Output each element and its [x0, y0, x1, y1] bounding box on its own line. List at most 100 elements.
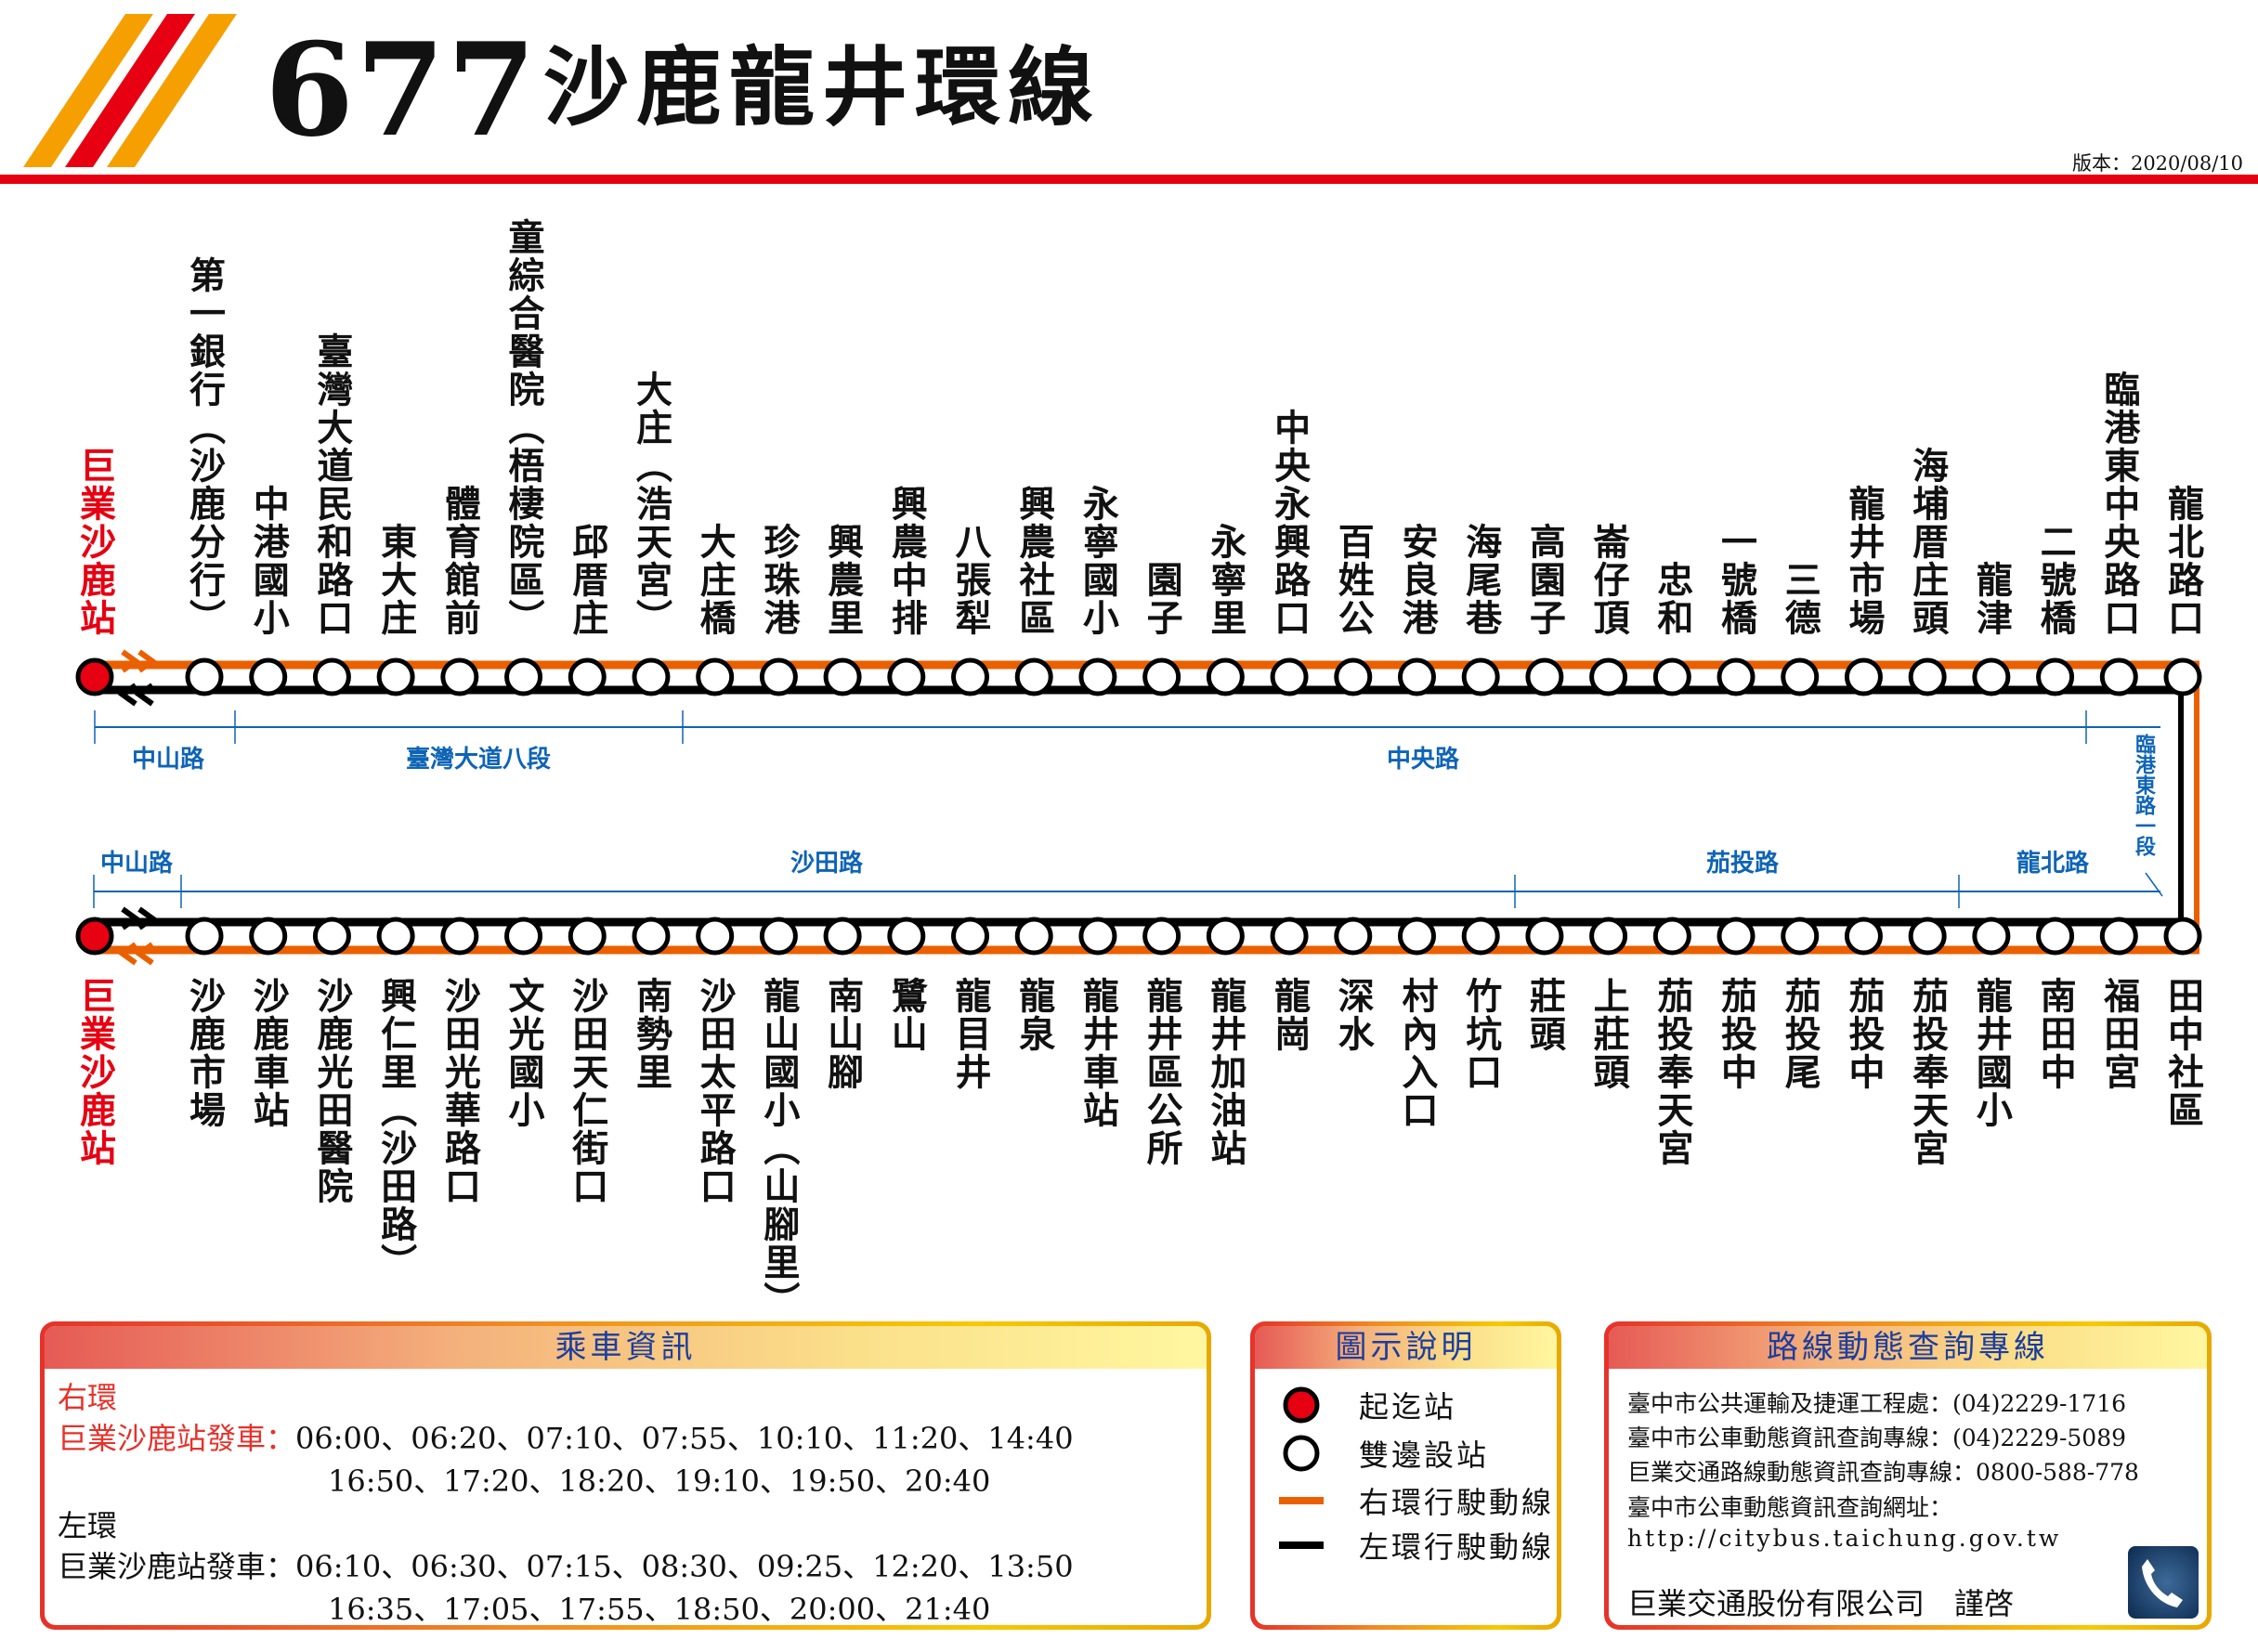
stop-marker [887, 917, 926, 956]
station-label-return: 福田宮 [2097, 977, 2140, 1091]
chevron-left-icon [117, 683, 137, 707]
stop-marker [1461, 917, 1500, 956]
station-label-outbound: 大庄橋 [694, 523, 737, 637]
info-title: 路線動態查詢專線 [1609, 1326, 2207, 1369]
station-label-return: 興仁里（沙田路） [374, 977, 417, 1281]
station-label-return: 村內入口 [1395, 977, 1438, 1129]
stop-marker [1525, 657, 1564, 696]
station-label-outbound: 中央永興路口 [1268, 409, 1311, 637]
station-label-return: 沙田太平路口 [694, 977, 737, 1205]
station-label-return: 龍目井 [949, 977, 992, 1091]
station-label-outbound: 崙仔頂 [1587, 523, 1630, 637]
right-times-2: 16:50、17:20、18:20、19:10、19:50、20:40 [328, 1463, 991, 1499]
stop-marker [1078, 657, 1117, 696]
chevron-left-icon [117, 942, 137, 966]
station-label-outbound: 童綜合醫院（梧棲院區） [503, 218, 545, 637]
stop-marker [568, 657, 607, 696]
stop-marker [759, 657, 798, 696]
version-label: 版本：2020/08/10 [2071, 152, 2243, 175]
stop-marker [2163, 917, 2202, 956]
station-label-return: 沙田天仁街口 [566, 977, 608, 1205]
stop-marker [1014, 657, 1053, 696]
schedule-title: 乘車資訊 [45, 1326, 1207, 1369]
stop-marker [1525, 917, 1564, 956]
chevron-left-icon [134, 942, 154, 966]
phone-icon [2128, 1546, 2199, 1619]
stop-marker [1334, 657, 1373, 696]
legend-panel: 圖示說明 起迄站 雙邊設站 右環行駛動線 左環行駛動線 [1250, 1321, 1561, 1630]
station-label-outbound: 東大庄 [374, 523, 417, 637]
info-line-1: 臺中市公共運輸及捷運工程處：(04)2229-1716 [1627, 1390, 2127, 1417]
station-label-outbound: 第一銀行（沙鹿分行） [183, 256, 226, 637]
website-link[interactable]: http://citybus.taichung.gov.tw [1627, 1525, 2062, 1552]
stop-marker [1908, 657, 1947, 696]
station-label-return: 文光國小 [503, 977, 545, 1129]
stop-marker [1716, 917, 1755, 956]
station-label-outbound: 忠和 [1651, 561, 1693, 637]
right-loop-label: 右環 [58, 1380, 118, 1415]
stop-marker [2099, 657, 2138, 696]
stop-marker [185, 657, 224, 696]
road-label-side: 臨港東路一段 [2132, 734, 2155, 856]
stop-marker [312, 657, 351, 696]
road-label: 沙田路 [790, 850, 864, 878]
chevron-right-icon [121, 906, 141, 930]
right-loop-line-icon [1279, 1497, 1324, 1504]
station-label-outbound: 二號橋 [2034, 523, 2077, 637]
stop-marker [1844, 917, 1883, 956]
stop-marker [249, 917, 288, 956]
stop-marker [951, 917, 990, 956]
stop-marker [1972, 657, 2011, 696]
road-corner [2145, 872, 2163, 897]
station-label-outbound: 興農社區 [1012, 485, 1055, 637]
road-label: 龍北路 [2016, 850, 2090, 878]
info-line-2: 臺中市公車動態資訊查詢專線：(04)2229-5089 [1627, 1424, 2127, 1451]
stop-marker [1589, 657, 1628, 696]
chevron-left-icon [134, 683, 154, 707]
station-label-return: 茄投尾 [1779, 977, 1821, 1091]
stop-marker [568, 917, 607, 956]
stop-marker [1589, 917, 1628, 956]
station-label-outbound: 園子 [1141, 561, 1183, 637]
station-label-outbound: 臺灣大道民和路口 [310, 332, 353, 637]
station-label-return: 龍崗 [1268, 977, 1311, 1053]
station-label-return: 龍泉 [1012, 977, 1055, 1053]
stop-marker [1844, 657, 1883, 696]
stop-marker [1716, 657, 1755, 696]
right-times-1: 06:00、06:20、07:10、07:55、10:10、11:20、14:4… [295, 1421, 1074, 1456]
station-label-return: 沙鹿光田醫院 [310, 977, 353, 1205]
station-label-outbound: 海埔厝庄頭 [1906, 447, 1949, 637]
stop-marker [1078, 917, 1117, 956]
stop-marker [1397, 917, 1436, 956]
stop-marker [1652, 657, 1691, 696]
station-label-outbound: 興農里 [821, 523, 864, 637]
chevron-right-icon [137, 649, 158, 673]
stop-marker [823, 657, 862, 696]
route-name: 沙鹿龍井環線 [543, 37, 1102, 137]
legend-both-sides: 雙邊設站 [1359, 1437, 1490, 1473]
station-label-return: 沙田光華路口 [438, 977, 481, 1205]
stop-marker [632, 917, 671, 956]
station-label-return: 上莊頭 [1587, 977, 1630, 1091]
station-label-return: 竹坑口 [1459, 977, 1502, 1091]
station-label-outbound: 興農中排 [885, 485, 928, 637]
station-label-return: 龍井區公所 [1141, 977, 1183, 1167]
stop-marker [440, 657, 479, 696]
left-depart-label: 巨業沙鹿站發車： [58, 1549, 296, 1584]
station-label-return: 龍山國小（山腳里） [757, 977, 800, 1320]
stop-marker [376, 917, 415, 956]
station-label-outbound: 高園子 [1523, 523, 1566, 637]
stop-marker [1397, 657, 1436, 696]
station-label-outbound: 永寧國小 [1077, 485, 1119, 637]
station-label-outbound: 海尾巷 [1459, 523, 1502, 637]
stop-marker [1908, 917, 1947, 956]
station-label-outbound: 三德 [1779, 561, 1821, 637]
station-label-outbound: 臨港東中央路口 [2097, 371, 2140, 637]
left-times-2: 16:35、17:05、17:55、18:50、20:00、21:40 [328, 1592, 991, 1625]
stop-marker [1781, 657, 1820, 696]
road-label: 中央路 [1386, 746, 1460, 774]
stop-marker [696, 657, 735, 696]
station-label-return: 龍井車站 [1077, 977, 1119, 1129]
left-loop-line-icon [1279, 1541, 1324, 1549]
